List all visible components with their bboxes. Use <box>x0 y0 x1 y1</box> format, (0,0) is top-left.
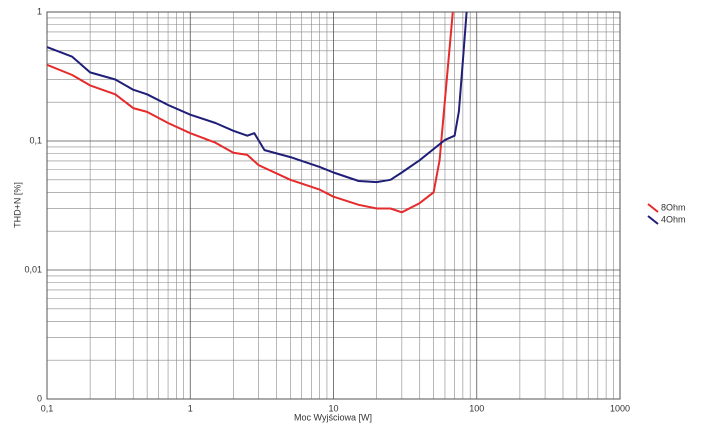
legend-swatch <box>647 203 659 213</box>
x-tick-label: 1000 <box>610 403 630 413</box>
y-tick-label: 0 <box>37 393 42 403</box>
x-tick-label: 10 <box>328 403 338 413</box>
x-tick-label: 0,1 <box>41 403 54 413</box>
series-line <box>47 12 468 184</box>
legend-label: 8Ohm <box>661 202 686 212</box>
plot-frame <box>46 11 621 400</box>
legend-label: 4Ohm <box>661 214 686 224</box>
x-axis-label: Moc Wyjściowa [W] <box>294 412 372 422</box>
y-axis-label: THD+N [%] <box>12 182 22 228</box>
legend-swatch <box>647 215 659 225</box>
x-tick-label: 100 <box>469 403 484 413</box>
y-tick-label: 1 <box>37 6 42 16</box>
x-tick-label: 1 <box>188 403 193 413</box>
y-tick-label: 0,01 <box>24 264 42 274</box>
y-tick-label: 0,1 <box>29 135 42 145</box>
series-line <box>47 12 454 214</box>
